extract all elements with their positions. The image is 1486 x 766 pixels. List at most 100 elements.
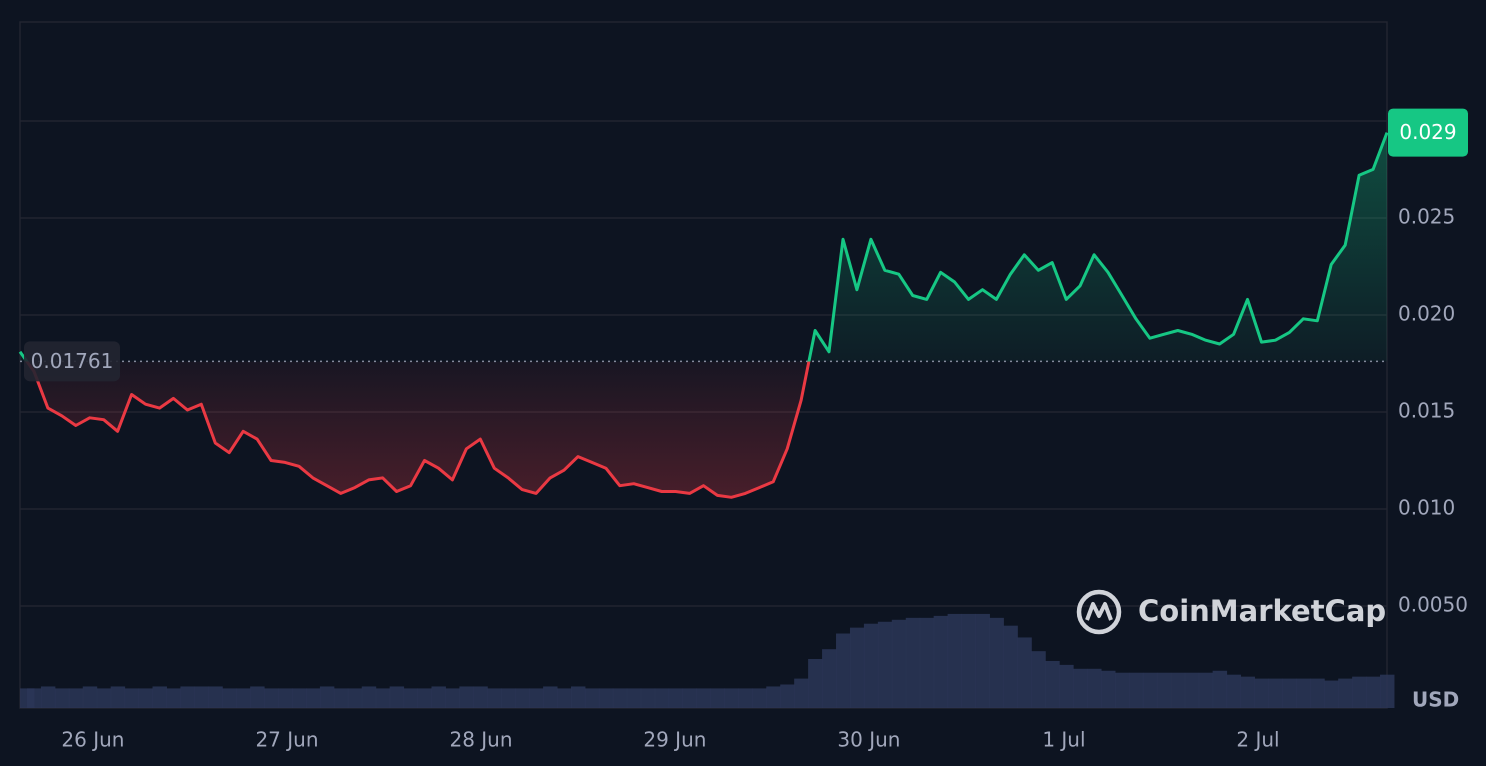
volume-bar — [375, 688, 391, 708]
baseline-label: 0.01761 — [31, 349, 114, 373]
last-price-badge — [1388, 108, 1468, 157]
volume-bar — [515, 688, 530, 708]
volume-bar — [1073, 668, 1088, 708]
volume-bar — [822, 649, 837, 708]
volume-bar — [333, 688, 349, 708]
volume-bar — [947, 613, 963, 708]
price-line — [18, 132, 1389, 499]
price-area — [20, 132, 1387, 498]
volume-bar — [1184, 672, 1200, 708]
volume-bar — [905, 617, 921, 708]
volume-bar — [54, 688, 70, 708]
volume-bar — [68, 688, 84, 708]
x-tick-label: 2 Jul — [1236, 728, 1279, 752]
volume-bar — [1128, 672, 1144, 708]
y-tick-label: 0.015 — [1398, 398, 1455, 422]
volume-bar — [877, 621, 893, 708]
volume-bar — [1003, 625, 1018, 708]
volume-bar — [612, 688, 628, 708]
volume-bar — [919, 617, 935, 708]
volume-bar — [794, 678, 809, 708]
volume-bar — [557, 688, 572, 708]
x-tick-label: 30 Jun — [837, 728, 900, 752]
baseline-label-bg — [24, 341, 120, 382]
volume-bar — [808, 659, 823, 708]
volume-bar — [1031, 651, 1046, 708]
volume-bar — [1366, 676, 1381, 708]
volume-bar — [1254, 678, 1269, 708]
y-tick-label: 0.0050 — [1398, 592, 1468, 616]
volume-bar — [264, 688, 279, 708]
volume-bar — [82, 686, 98, 708]
volume-bar — [459, 686, 474, 708]
volume-bar — [403, 688, 419, 708]
logo-mark — [1085, 602, 1113, 621]
volume-bar — [292, 688, 307, 708]
volume-bar — [1296, 678, 1311, 708]
volume-bar — [236, 688, 251, 708]
volume-bar — [1212, 670, 1228, 708]
volume-bar — [1101, 670, 1116, 708]
volume-bar — [989, 617, 1004, 708]
volume-bar — [1087, 668, 1102, 708]
volume-bar — [640, 688, 656, 708]
volume-bar — [668, 688, 684, 708]
y-tick-label: 0.025 — [1398, 204, 1455, 228]
logo-ring — [1076, 589, 1122, 635]
x-tick-label: 1 Jul — [1042, 728, 1085, 752]
volume-bar — [319, 686, 335, 708]
volume-bar — [1338, 678, 1353, 708]
volume-bar — [1017, 637, 1032, 708]
volume-bar — [626, 688, 642, 708]
volume-bar — [166, 688, 181, 708]
volume-bar — [529, 688, 544, 708]
volume-bar — [473, 686, 488, 708]
x-tick-label: 28 Jun — [449, 728, 512, 752]
volume-bar — [752, 688, 767, 708]
volume-bar — [305, 688, 321, 708]
volume-bar — [278, 688, 293, 708]
volume-bar — [584, 688, 600, 708]
volume-bar — [863, 623, 879, 708]
volume-bar — [222, 688, 237, 708]
volume-bar — [40, 686, 56, 708]
volume-bar — [780, 684, 795, 708]
volume-bar — [543, 686, 558, 708]
volume-bar — [961, 613, 977, 708]
watermark: CoinMarketCap — [1076, 589, 1386, 635]
volume-bar — [152, 686, 167, 708]
volume-bar — [1170, 672, 1186, 708]
volume-bar — [975, 613, 990, 708]
volume-bar — [1324, 680, 1339, 708]
volume-bar — [1142, 672, 1158, 708]
volume-bar — [836, 633, 851, 708]
volume-bar — [250, 686, 265, 708]
volume-bar — [124, 688, 140, 708]
volume-bar — [570, 686, 586, 708]
volume-bar — [1226, 674, 1242, 708]
volume-bar — [1352, 676, 1367, 708]
volume-bar — [1156, 672, 1172, 708]
watermark-text: CoinMarketCap — [1138, 594, 1386, 628]
volume-bar — [26, 688, 42, 708]
volume-bar — [1045, 660, 1060, 708]
currency-label: USD — [1412, 688, 1459, 712]
volume-bar — [445, 688, 460, 708]
x-tick-label: 27 Jun — [255, 728, 318, 752]
volume-bar — [138, 688, 154, 708]
volume-bar — [110, 686, 126, 708]
volume-bar — [710, 688, 725, 708]
volume-bar — [1268, 678, 1283, 708]
volume-bar — [347, 688, 363, 708]
volume-bar — [1240, 676, 1255, 708]
volume-bars — [20, 613, 1395, 708]
x-tick-label: 29 Jun — [643, 728, 706, 752]
volume-bar — [1114, 672, 1130, 708]
volume-bar — [361, 686, 377, 708]
volume-bar — [487, 688, 502, 708]
volume-bar — [1282, 678, 1297, 708]
volume-bar — [849, 627, 865, 708]
